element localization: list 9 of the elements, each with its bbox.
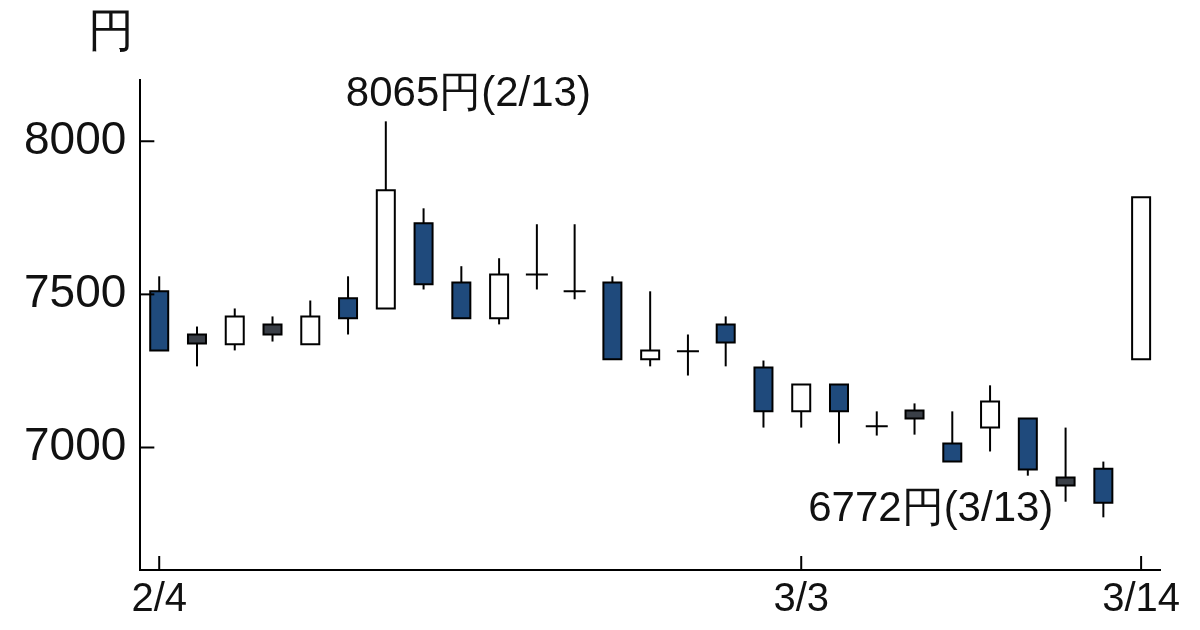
annotation: 8065円(2/13) <box>345 67 591 115</box>
y-axis-title: 円 <box>88 3 135 56</box>
y-tick-label: 7500 <box>23 265 127 318</box>
x-tick-label: 3/14 <box>1102 575 1181 620</box>
x-tick-label: 3/3 <box>773 575 830 620</box>
y-tick-label: 8000 <box>23 111 127 164</box>
x-tick-label: 2/4 <box>131 575 188 620</box>
annotation: 6772円(3/13) <box>808 482 1054 530</box>
y-tick-label: 7000 <box>23 418 127 471</box>
